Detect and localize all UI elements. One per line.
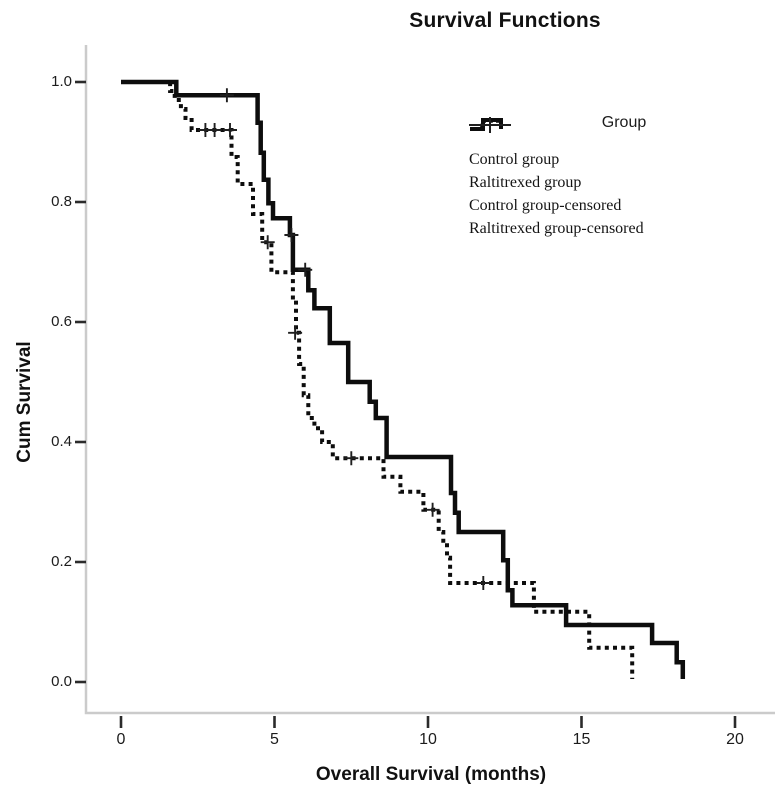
legend-rows: Control group Raltitrexed group Control gr…: [468, 117, 780, 240]
x-tick-label: 10: [419, 731, 437, 748]
x-tick-label: 0: [116, 731, 126, 748]
y-tick-label: 1.0: [51, 73, 72, 90]
legend-item-raltitrexed-group: Raltitrexed group: [468, 118, 780, 194]
x-tick-label: 15: [572, 731, 591, 748]
chart-title: Survival Functions: [409, 9, 601, 32]
legend-item-control-group: Control group: [468, 119, 780, 171]
y-tick-label: 0.6: [51, 313, 72, 330]
legend-item-raltitrexed-group-censored: Raltitrexed group-censored: [468, 117, 780, 240]
legend: Group Control group Raltitrexed group Cont…: [468, 114, 780, 240]
y-tick-label: 0.8: [51, 193, 72, 210]
series-raltitrexed-group-censor-marks: [219, 88, 313, 277]
x-axis-title: Overall Survival (months): [315, 764, 547, 785]
legend-item-label: Control group-censored: [469, 196, 622, 214]
legend-item-control-group-censored: Control group-censored: [468, 117, 780, 217]
series-raltitrexed-group-line: [121, 79, 686, 679]
y-tick-label: 0.0: [51, 673, 72, 690]
legend-item-label: Raltitrexed group-censored: [469, 219, 644, 237]
legend-title: Group: [601, 114, 647, 131]
y-tick-label: 0.2: [51, 553, 72, 570]
x-tick-label: 5: [270, 731, 279, 748]
x-tick-label: 20: [726, 731, 744, 748]
axis-frame: [84, 45, 775, 715]
legend-item-label: Raltitrexed group: [469, 173, 582, 191]
series-control-group-line: [121, 80, 635, 679]
y-tick-label: 0.4: [51, 433, 72, 450]
series-control-group-censor-marks: [198, 123, 491, 590]
legend-item-label: Control group: [469, 150, 560, 168]
